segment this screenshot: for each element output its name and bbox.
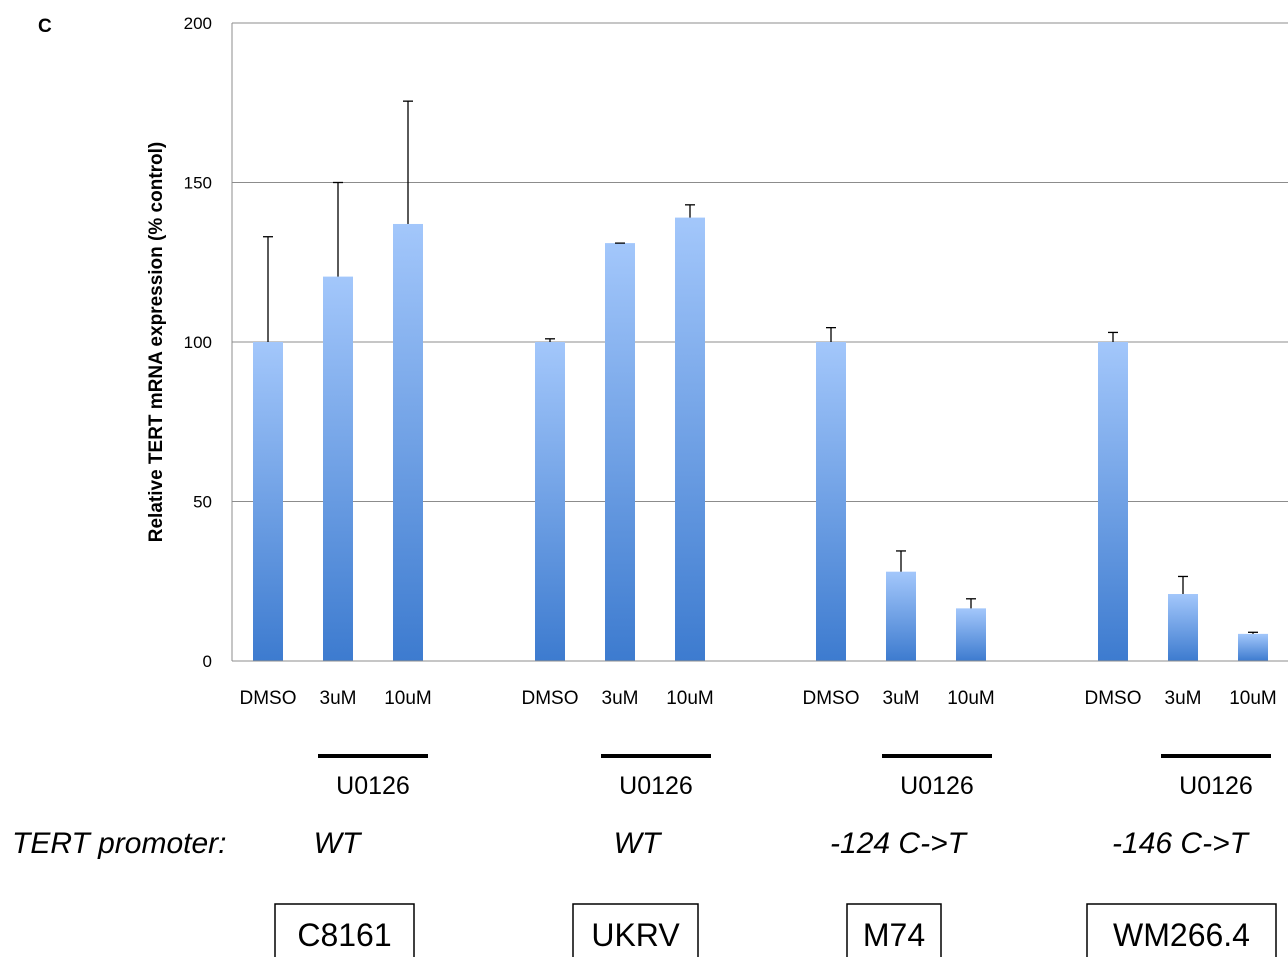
x-tick-label: 10uM (666, 688, 714, 709)
promoter-genotype: WT (314, 827, 363, 860)
cell-line-label: WM266.4 (1113, 917, 1250, 953)
bar (605, 243, 635, 662)
group-annotations: U0126 WT C8161 U0126 WT UKRV U0126 -124 C->T M74… (274, 754, 1277, 957)
x-tick-label: 10uM (384, 688, 432, 709)
error-bars (263, 100, 1258, 634)
bar (1238, 633, 1268, 661)
drug-label: U0126 (900, 772, 974, 800)
bar (886, 571, 916, 661)
bar (535, 342, 565, 661)
promoter-row-label: TERT promoter: (12, 827, 227, 860)
y-tick-label: 50 (193, 493, 212, 512)
drug-label: U0126 (336, 772, 410, 800)
x-tick-label: 3uM (883, 688, 920, 709)
bars (253, 217, 1268, 662)
y-tick-label: 0 (203, 652, 212, 671)
x-tick-label: DMSO (522, 688, 579, 709)
x-category-labels: DMSO 3uM 10uM DMSO 3uM 10uM DMSO 3uM 10uM DMSO 3uM… (240, 688, 1277, 709)
x-tick-label: 3uM (320, 688, 357, 709)
x-tick-label: DMSO (803, 688, 860, 709)
x-tick-label: 10uM (1229, 688, 1277, 709)
y-axis-label: Relative TERT mRNA expression (% control… (146, 142, 167, 542)
promoter-genotype: WT (614, 827, 663, 860)
cell-line-label: C8161 (297, 917, 391, 953)
bar (323, 276, 353, 661)
bar (675, 217, 705, 661)
x-tick-label: 3uM (602, 688, 639, 709)
bar (393, 223, 423, 661)
axes (231, 23, 1288, 662)
panel-letter: C (38, 16, 52, 37)
bar (956, 608, 986, 661)
bar (253, 342, 283, 661)
y-axis-ticks: 0 50 100 150 200 (184, 14, 212, 671)
drug-label: U0126 (619, 772, 693, 800)
y-tick-label: 100 (184, 333, 212, 352)
cell-line-box (274, 903, 415, 957)
x-tick-label: DMSO (240, 688, 297, 709)
drug-label: U0126 (1179, 772, 1253, 800)
cell-line-label: M74 (863, 917, 925, 953)
bar (1098, 342, 1128, 661)
bar (1168, 594, 1198, 661)
y-tick-label: 150 (184, 174, 212, 193)
cell-line-box (572, 903, 699, 957)
y-tick-label: 200 (184, 14, 212, 33)
cell-line-label: UKRV (591, 917, 680, 953)
bar (816, 342, 846, 661)
promoter-genotype: -146 C->T (1112, 827, 1251, 860)
cell-line-box (846, 903, 942, 957)
x-tick-label: 3uM (1165, 688, 1202, 709)
cell-line-box (1086, 903, 1277, 957)
gridlines (232, 22, 1288, 502)
x-tick-label: DMSO (1085, 688, 1142, 709)
x-tick-label: 10uM (947, 688, 995, 709)
promoter-genotype: -124 C->T (830, 827, 969, 860)
